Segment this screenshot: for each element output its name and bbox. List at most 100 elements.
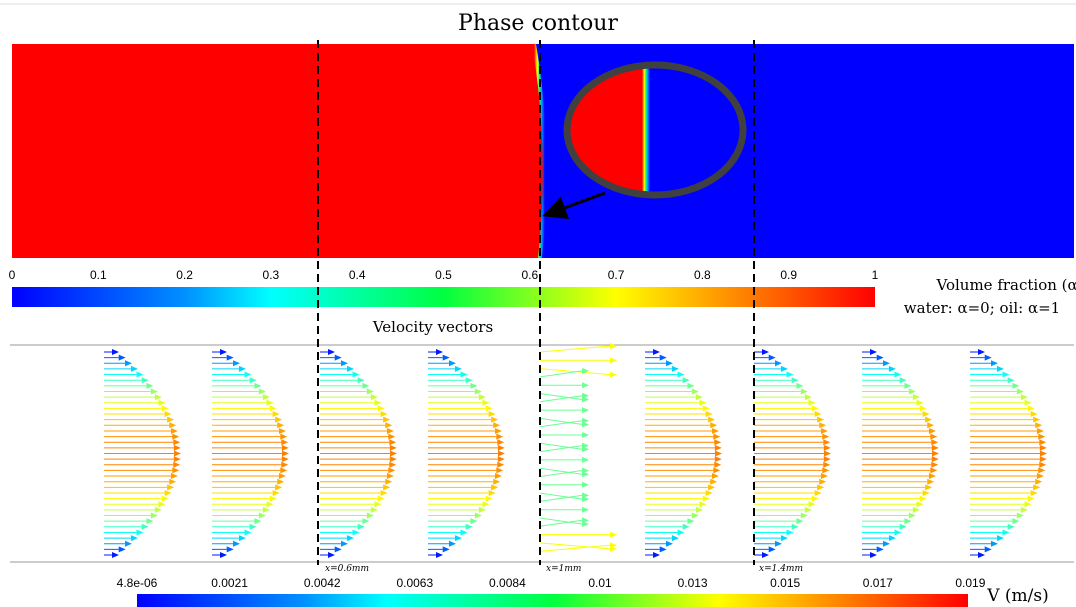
- colorbar-label: Volume fraction (α): [936, 276, 1076, 294]
- vector-head: [478, 394, 486, 401]
- vector-head: [442, 546, 450, 553]
- vector-head: [820, 473, 828, 480]
- vector-head: [677, 371, 685, 378]
- vector-head: [1012, 382, 1020, 389]
- vector-head: [485, 495, 493, 502]
- vector-head: [442, 354, 450, 361]
- vector-head: [888, 535, 896, 542]
- vector-head: [762, 349, 769, 355]
- vector-head: [164, 411, 172, 418]
- vector-head: [389, 456, 397, 463]
- vector-head: [916, 399, 924, 406]
- vector-head: [824, 450, 831, 457]
- vector-head: [804, 506, 812, 513]
- vector-head: [380, 411, 388, 418]
- vector-head: [377, 495, 385, 502]
- vector-head: [582, 432, 589, 438]
- vector-head: [682, 377, 690, 384]
- vector-head: [823, 461, 831, 468]
- vector-head: [436, 552, 443, 558]
- vector-head: [984, 354, 992, 361]
- tick-label: 0.8: [694, 268, 711, 282]
- vector-head: [791, 523, 799, 530]
- vector-head: [272, 411, 280, 418]
- vector-head: [610, 371, 617, 378]
- vector-head: [280, 467, 288, 474]
- vector-head: [659, 354, 667, 361]
- vector-head: [922, 411, 930, 418]
- vector-head: [146, 518, 154, 525]
- vector-head: [659, 546, 667, 553]
- tick-label: 0.2: [176, 268, 193, 282]
- vector-head: [282, 450, 289, 457]
- vector-head: [687, 382, 695, 389]
- vector-head: [710, 478, 718, 485]
- vector-head: [671, 535, 679, 542]
- vector-head: [883, 360, 891, 367]
- vector-head: [118, 354, 126, 361]
- vector-head: [130, 535, 138, 542]
- vector-head: [820, 427, 828, 434]
- vector-head: [808, 399, 816, 406]
- vector-head: [388, 467, 396, 474]
- vector-head: [814, 489, 822, 496]
- vector-head: [823, 456, 831, 463]
- vector-head: [173, 444, 181, 451]
- vector-head: [389, 461, 397, 468]
- vector-head: [705, 489, 713, 496]
- panel-title: Velocity vectors: [372, 318, 493, 336]
- inset-interface: [634, 67, 658, 193]
- vector-head: [357, 377, 365, 384]
- vector-head: [238, 535, 246, 542]
- vector-head: [498, 450, 505, 457]
- vector-head: [714, 439, 722, 446]
- vector-head: [346, 365, 354, 372]
- vector-head: [497, 456, 505, 463]
- vector: [539, 395, 583, 403]
- vector-head: [262, 394, 270, 401]
- vector-head: [713, 467, 721, 474]
- vector-head: [275, 416, 283, 423]
- vector-head: [249, 377, 257, 384]
- vector-head: [244, 529, 252, 536]
- vector-head: [582, 517, 589, 524]
- vector-head: [474, 388, 482, 395]
- vector-head: [928, 427, 936, 434]
- vector-head: [174, 450, 181, 457]
- vector-head: [341, 360, 349, 367]
- vector-head: [233, 360, 241, 367]
- vector-head: [169, 478, 177, 485]
- tick-label: 0.5: [435, 268, 452, 282]
- vector-head: [328, 349, 335, 355]
- vector: [539, 445, 583, 453]
- vector-head: [695, 394, 703, 401]
- vector-head: [796, 518, 804, 525]
- vector-head: [705, 411, 713, 418]
- vector-head: [932, 450, 939, 457]
- vector-head: [710, 422, 718, 429]
- vector-head: [389, 444, 397, 451]
- vector-head: [819, 478, 827, 485]
- vector-head: [254, 518, 262, 525]
- vector-head: [582, 382, 589, 389]
- vector-head: [1033, 484, 1041, 491]
- vector-head: [582, 407, 589, 414]
- vector-head: [366, 512, 374, 519]
- vector-head: [768, 546, 776, 553]
- vector-head: [1039, 456, 1047, 463]
- vector-head: [1016, 388, 1024, 395]
- vector-head: [1024, 501, 1032, 508]
- vector-head: [714, 461, 722, 468]
- vector-head: [220, 552, 227, 558]
- vector-head: [904, 382, 912, 389]
- vector-head: [161, 405, 169, 412]
- vector-head: [281, 444, 289, 451]
- vector-head: [1027, 495, 1035, 502]
- vector-head: [927, 478, 935, 485]
- vector-head: [811, 495, 819, 502]
- vector-head: [352, 371, 360, 378]
- tick-label: 0.4: [349, 268, 366, 282]
- vector-head: [978, 552, 985, 558]
- vector-head: [870, 552, 877, 558]
